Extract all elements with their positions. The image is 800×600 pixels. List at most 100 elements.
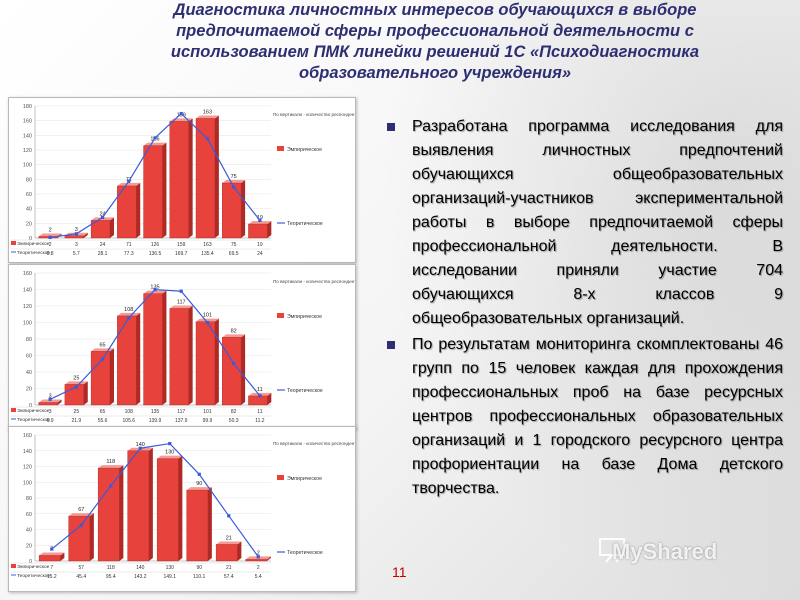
bar [127, 450, 150, 562]
bar-value-label: 130 [165, 450, 174, 456]
bar [186, 489, 209, 562]
bar-top [117, 182, 141, 186]
y-tick-label: 160 [23, 433, 32, 439]
y-tick-label: 40 [26, 370, 32, 376]
table-cell-empirical: 3 [49, 409, 52, 415]
bar-value-label: 101 [203, 313, 212, 319]
table-cell-empirical: 21 [226, 565, 232, 571]
line-point [127, 179, 131, 183]
line-point [153, 136, 157, 140]
bar-top [196, 318, 219, 322]
y-tick-label: 140 [23, 133, 32, 139]
bar-value-label: 65 [99, 342, 105, 348]
bar-side [136, 182, 141, 238]
y-tick-label: 100 [23, 480, 32, 486]
line-point [79, 523, 83, 527]
table-label-theoretical: Теоретическое [17, 250, 50, 256]
bar-side [89, 513, 94, 561]
table-cell-empirical: 118 [107, 565, 115, 571]
bar-value-label: 11 [257, 387, 263, 393]
y-tick-label: 100 [23, 321, 32, 327]
line-point [205, 320, 210, 325]
bar-value-label: 117 [177, 299, 186, 305]
legend-swatch-empirical [277, 475, 284, 480]
table-label-empirical: Эмпирическое [17, 564, 50, 570]
legend-label-empirical: Эмпирическое [287, 476, 322, 482]
bullet-square-icon [387, 123, 395, 131]
bar [245, 559, 268, 562]
presentation-icon [599, 538, 625, 563]
table-cell-theoretical: 24 [257, 251, 263, 257]
table-cell-theoretical: 136.5 [149, 251, 162, 257]
bar [248, 395, 268, 406]
bar-side [207, 487, 212, 561]
chart-2: 0 20 40 60 80 100 120 140 160 3 25 65 108 135 117 101 82… [11, 271, 355, 424]
y-tick-label: 20 [26, 543, 32, 549]
bar-top [64, 381, 88, 385]
y-tick-label: 60 [26, 192, 32, 198]
table-cell-theoretical: 110.1 [193, 574, 205, 580]
bar-top [91, 348, 114, 352]
line-point [127, 316, 131, 320]
line-point [256, 555, 260, 559]
table-cell-theoretical: 57.4 [224, 574, 234, 580]
bar-top [216, 541, 242, 545]
y-tick-label: 0 [29, 559, 32, 565]
table-cell-theoretical: 21.9 [71, 418, 81, 424]
bar [38, 236, 58, 239]
bar-value-label: 126 [150, 137, 159, 143]
bar [64, 235, 84, 239]
line-point [74, 385, 78, 389]
y-tick-label: 120 [23, 465, 32, 471]
bar-side [148, 447, 153, 561]
line-point [232, 185, 236, 189]
table-cell-empirical: 2 [257, 565, 260, 571]
y-tick-label: 60 [26, 512, 32, 518]
table-cell-empirical: 108 [125, 409, 134, 415]
table-cell-theoretical: 5.4 [255, 574, 262, 580]
bar-side [266, 556, 271, 561]
bar [169, 121, 189, 239]
y-tick-label: 40 [26, 207, 32, 213]
y-tick-label: 160 [23, 271, 32, 277]
bar-top [222, 180, 246, 183]
bullet-square-icon [387, 341, 395, 349]
bullet-text-1: Разработана программа исследования для в… [412, 118, 783, 327]
bar [195, 118, 216, 239]
table-cell-empirical: 2 [49, 242, 52, 248]
table-cell-empirical: 126 [151, 242, 160, 248]
line-point [48, 397, 52, 401]
bar-top [222, 334, 246, 338]
bar-side [241, 334, 246, 405]
table-cell-empirical: 65 [100, 409, 106, 415]
table-cell-theoretical: 55.6 [98, 418, 108, 424]
table-cell-empirical: 101 [203, 409, 212, 415]
bar-value-label: 2 [49, 228, 52, 234]
bar-top [186, 487, 212, 491]
line-point [48, 235, 52, 240]
bar [143, 293, 163, 406]
bar-value-label: 19 [257, 215, 263, 221]
bar-side [83, 232, 88, 238]
table-cell-theoretical: 95.4 [106, 574, 116, 580]
bar-value-label: 135 [150, 285, 159, 291]
bar-value-label: 90 [196, 481, 202, 487]
chart-note: По вертикали - количество респондентов, … [273, 441, 355, 446]
table-cell-theoretical: 69.5 [229, 251, 239, 257]
y-tick-label: 20 [26, 387, 32, 393]
bar-value-label: 75 [231, 174, 237, 180]
bullet-text-2: По результатам мониторинга скомплектован… [412, 336, 783, 497]
table-swatch-empirical [11, 564, 16, 568]
chart-panel-3: 0 20 40 60 80 100 120 140 160 7 67 118 140 130 90 21 2 По… [8, 426, 356, 592]
bar-value-label: 163 [203, 109, 212, 115]
table-cell-theoretical: 15.2 [47, 574, 57, 580]
line-point [168, 441, 172, 446]
y-tick-label: 120 [23, 304, 32, 310]
bar-side [109, 217, 114, 238]
bar-value-label: 159 [177, 112, 186, 118]
table-label-theoretical: Теоретическое [17, 417, 50, 423]
y-tick-label: 0 [29, 403, 32, 409]
table-cell-empirical: 140 [136, 565, 145, 571]
table-cell-theoretical: 28.1 [98, 251, 108, 257]
chart-panel-1: 0 20 40 60 80 100 120 140 160 180 2 3 24 71 126 159 163 7… [8, 97, 356, 263]
